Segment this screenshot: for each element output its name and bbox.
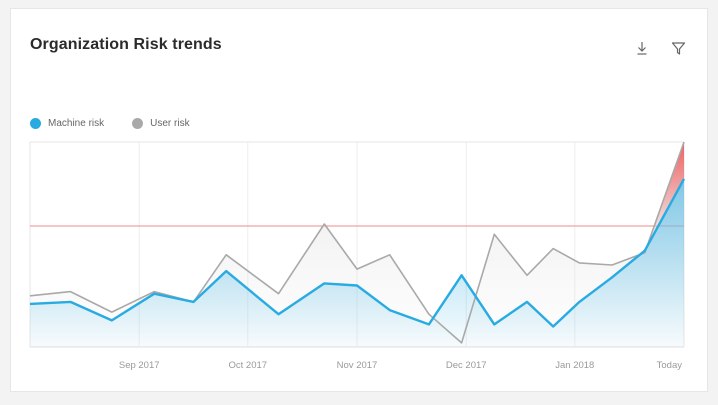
card-title: Organization Risk trends bbox=[30, 36, 222, 53]
chart-legend: Machine risk User risk bbox=[30, 118, 190, 129]
risk-trend-chart: Sep 2017 Oct 2017 Nov 2017 Dec 2017 Jan 2018… bbox=[29, 141, 686, 371]
legend-item-machine-risk[interactable]: Machine risk bbox=[30, 118, 104, 129]
x-tick-label: Sep 2017 bbox=[119, 360, 160, 371]
risk-trends-card: Organization Risk trends Machine risk Us… bbox=[10, 8, 708, 392]
x-tick-label: Oct 2017 bbox=[229, 360, 268, 371]
x-tick-label: Nov 2017 bbox=[337, 360, 378, 371]
x-tick-label: Dec 2017 bbox=[446, 360, 487, 371]
download-button[interactable] bbox=[631, 37, 653, 59]
x-axis-ticks: Sep 2017 Oct 2017 Nov 2017 Dec 2017 Jan 2018… bbox=[119, 360, 682, 371]
user-risk-area bbox=[30, 142, 684, 347]
filter-icon bbox=[671, 41, 685, 55]
x-tick-label: Today bbox=[657, 360, 683, 371]
legend-label-user-risk: User risk bbox=[150, 118, 190, 129]
legend-item-user-risk[interactable]: User risk bbox=[132, 118, 190, 129]
legend-label-machine-risk: Machine risk bbox=[48, 118, 105, 129]
user-risk-swatch bbox=[132, 118, 144, 129]
filter-button[interactable] bbox=[667, 37, 689, 59]
machine-risk-swatch bbox=[30, 118, 41, 129]
machine-risk-area bbox=[30, 178, 684, 347]
x-tick-label: Jan 2018 bbox=[555, 360, 594, 371]
chart-lines bbox=[29, 141, 686, 344]
download-icon bbox=[637, 42, 647, 55]
